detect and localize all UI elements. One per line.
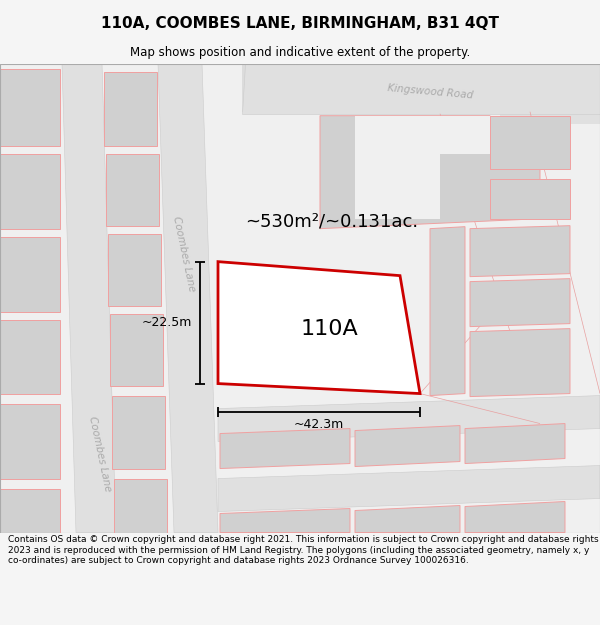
Polygon shape (242, 64, 600, 112)
Text: ~22.5m: ~22.5m (142, 316, 192, 329)
Polygon shape (490, 116, 570, 169)
Text: 110A, COOMBES LANE, BIRMINGHAM, B31 4QT: 110A, COOMBES LANE, BIRMINGHAM, B31 4QT (101, 16, 499, 31)
Polygon shape (112, 396, 165, 469)
Polygon shape (320, 116, 540, 229)
Text: Coombes Lane: Coombes Lane (87, 415, 113, 492)
Polygon shape (430, 227, 465, 396)
Polygon shape (218, 466, 600, 511)
Polygon shape (500, 112, 600, 124)
Polygon shape (114, 479, 167, 532)
Polygon shape (218, 262, 420, 394)
Text: ~42.3m: ~42.3m (294, 418, 344, 431)
Polygon shape (470, 329, 570, 397)
Text: Contains OS data © Crown copyright and database right 2021. This information is : Contains OS data © Crown copyright and d… (8, 535, 598, 565)
Polygon shape (0, 64, 600, 532)
Polygon shape (106, 154, 159, 226)
Polygon shape (158, 64, 218, 532)
Polygon shape (0, 489, 60, 532)
Polygon shape (110, 314, 163, 386)
Polygon shape (355, 506, 460, 532)
Text: 110A: 110A (300, 319, 358, 339)
Polygon shape (470, 226, 570, 277)
Polygon shape (0, 154, 60, 229)
Polygon shape (355, 426, 460, 466)
Polygon shape (0, 404, 60, 479)
Polygon shape (355, 116, 490, 219)
Polygon shape (220, 429, 350, 469)
Polygon shape (0, 319, 60, 394)
Text: Map shows position and indicative extent of the property.: Map shows position and indicative extent… (130, 46, 470, 59)
Polygon shape (465, 424, 565, 464)
Polygon shape (490, 179, 570, 219)
Text: Coombes Lane: Coombes Lane (171, 215, 197, 292)
Polygon shape (0, 69, 60, 146)
Polygon shape (62, 64, 116, 532)
Text: ~530m²/~0.131ac.: ~530m²/~0.131ac. (245, 213, 418, 231)
Polygon shape (0, 237, 60, 312)
Polygon shape (108, 234, 161, 306)
Polygon shape (220, 509, 350, 532)
Polygon shape (218, 396, 600, 441)
Text: Kingswood Road: Kingswood Road (387, 83, 473, 101)
Polygon shape (104, 72, 157, 146)
Polygon shape (465, 501, 565, 532)
Polygon shape (242, 64, 600, 114)
Polygon shape (470, 279, 570, 327)
